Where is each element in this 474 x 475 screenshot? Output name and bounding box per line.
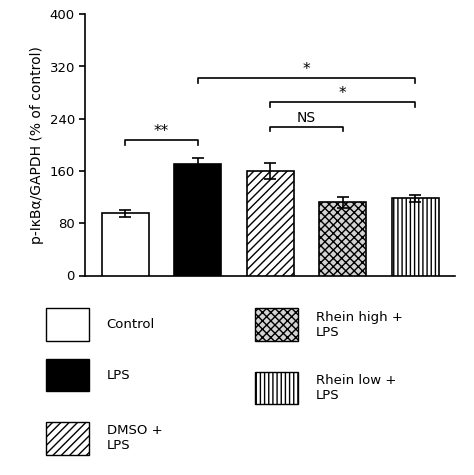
Text: *: *: [339, 86, 346, 101]
Y-axis label: p-IκBα/GAPDH (% of control): p-IκBα/GAPDH (% of control): [30, 46, 44, 244]
Bar: [101, 213, 149, 276]
FancyBboxPatch shape: [255, 371, 299, 404]
Text: *: *: [302, 62, 310, 77]
Text: LPS: LPS: [107, 369, 130, 382]
Text: **: **: [154, 124, 169, 139]
Text: Rhein low +
LPS: Rhein low + LPS: [316, 374, 396, 402]
Text: DMSO +
LPS: DMSO + LPS: [107, 425, 162, 452]
Text: Rhein high +
LPS: Rhein high + LPS: [316, 311, 403, 339]
Bar: [392, 199, 439, 276]
Bar: [319, 202, 366, 276]
FancyBboxPatch shape: [46, 422, 89, 455]
Bar: [246, 171, 294, 276]
FancyBboxPatch shape: [46, 308, 89, 341]
FancyBboxPatch shape: [46, 359, 89, 391]
Text: NS: NS: [297, 111, 316, 125]
FancyBboxPatch shape: [255, 308, 299, 341]
Text: Control: Control: [107, 318, 155, 331]
Bar: [174, 164, 221, 276]
